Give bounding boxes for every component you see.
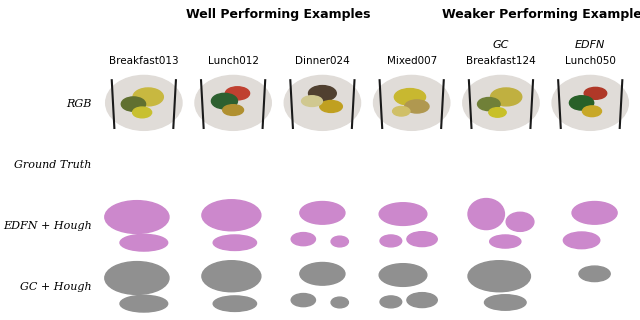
Ellipse shape — [291, 233, 316, 246]
Text: Dinner024: Dinner024 — [295, 56, 350, 66]
Ellipse shape — [133, 88, 163, 106]
Ellipse shape — [584, 87, 607, 99]
Ellipse shape — [331, 175, 348, 186]
Ellipse shape — [468, 261, 531, 292]
Text: Lunch012: Lunch012 — [207, 56, 259, 66]
Ellipse shape — [490, 88, 522, 106]
Ellipse shape — [120, 234, 168, 251]
Ellipse shape — [407, 292, 437, 308]
Ellipse shape — [223, 105, 244, 116]
Ellipse shape — [579, 266, 610, 282]
Ellipse shape — [320, 100, 342, 112]
Ellipse shape — [291, 172, 316, 185]
Ellipse shape — [570, 96, 594, 110]
Ellipse shape — [105, 261, 169, 294]
Text: EDFN: EDFN — [575, 40, 605, 50]
Ellipse shape — [374, 76, 450, 130]
Ellipse shape — [120, 295, 168, 312]
Text: Mixed007: Mixed007 — [387, 56, 437, 66]
Ellipse shape — [380, 235, 402, 247]
Ellipse shape — [394, 89, 426, 105]
Ellipse shape — [407, 232, 437, 247]
Ellipse shape — [379, 264, 427, 286]
Ellipse shape — [572, 202, 617, 224]
Ellipse shape — [284, 76, 360, 130]
Ellipse shape — [489, 108, 506, 117]
Ellipse shape — [122, 97, 145, 111]
Ellipse shape — [300, 262, 345, 285]
Ellipse shape — [211, 93, 237, 109]
Ellipse shape — [379, 203, 427, 225]
Ellipse shape — [468, 139, 531, 170]
Text: GC + Hough: GC + Hough — [20, 282, 92, 292]
Ellipse shape — [407, 171, 437, 186]
Ellipse shape — [468, 198, 504, 229]
Ellipse shape — [331, 297, 348, 308]
Ellipse shape — [301, 96, 323, 107]
Text: Ground Truth: Ground Truth — [14, 160, 92, 170]
Ellipse shape — [213, 174, 257, 189]
Ellipse shape — [380, 174, 402, 186]
Text: RGB: RGB — [66, 99, 92, 109]
Ellipse shape — [300, 202, 345, 224]
Ellipse shape — [463, 76, 539, 130]
Ellipse shape — [300, 140, 345, 163]
Ellipse shape — [572, 140, 617, 163]
Ellipse shape — [506, 212, 534, 231]
Text: Breakfast013: Breakfast013 — [109, 56, 179, 66]
Ellipse shape — [404, 100, 429, 113]
Ellipse shape — [291, 293, 316, 307]
Text: Lunch050: Lunch050 — [565, 56, 616, 66]
Ellipse shape — [392, 107, 410, 116]
Text: Weaker Performing Examples: Weaker Performing Examples — [442, 8, 640, 21]
Ellipse shape — [331, 236, 348, 247]
Ellipse shape — [484, 295, 526, 310]
Ellipse shape — [195, 76, 271, 130]
Ellipse shape — [202, 200, 261, 231]
Text: EDFN + Hough: EDFN + Hough — [3, 221, 92, 231]
Ellipse shape — [563, 171, 600, 188]
Ellipse shape — [490, 235, 521, 248]
Ellipse shape — [552, 76, 628, 130]
Ellipse shape — [132, 107, 152, 118]
Text: Breakfast124: Breakfast124 — [466, 56, 536, 66]
Ellipse shape — [379, 142, 427, 164]
Ellipse shape — [477, 98, 500, 111]
Ellipse shape — [213, 235, 257, 251]
Ellipse shape — [105, 140, 169, 172]
Ellipse shape — [484, 173, 526, 188]
Ellipse shape — [120, 173, 168, 190]
Ellipse shape — [582, 106, 602, 116]
Ellipse shape — [106, 76, 182, 130]
Ellipse shape — [202, 139, 261, 170]
Text: Well Performing Examples: Well Performing Examples — [186, 8, 370, 21]
Ellipse shape — [213, 296, 257, 311]
Ellipse shape — [308, 85, 336, 101]
Ellipse shape — [380, 296, 402, 308]
Ellipse shape — [105, 201, 169, 234]
Ellipse shape — [202, 261, 261, 292]
Text: GC: GC — [493, 40, 509, 50]
Ellipse shape — [225, 87, 250, 100]
Ellipse shape — [563, 232, 600, 249]
